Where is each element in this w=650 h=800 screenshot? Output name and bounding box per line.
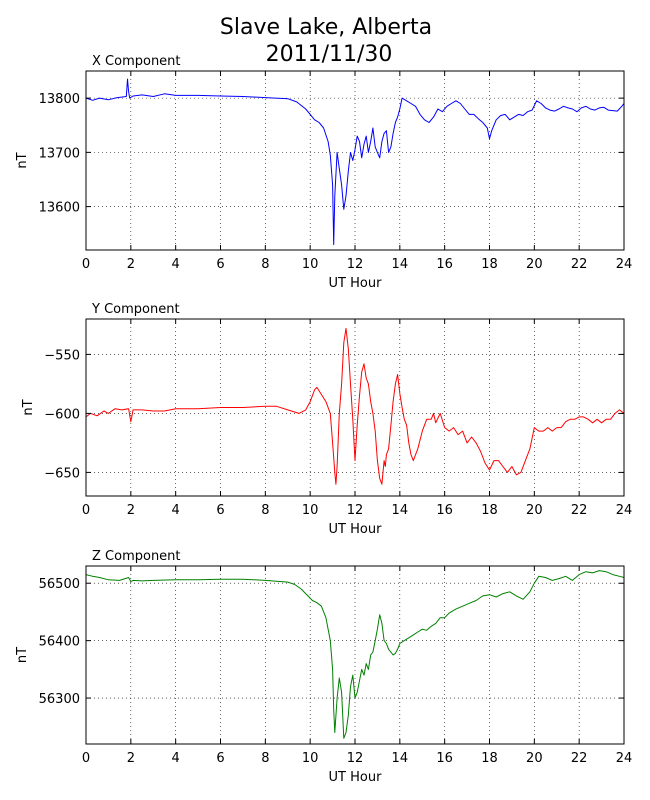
x-tick-label: 22 <box>571 257 588 272</box>
x-tick-label: 22 <box>571 751 588 766</box>
x-tick-label: 6 <box>216 257 224 272</box>
y-tick-label: 13800 <box>39 92 80 107</box>
x-axis-label: UT Hour <box>329 276 383 291</box>
x-tick-label: 0 <box>82 257 90 272</box>
y-tick-label: 56400 <box>39 635 80 650</box>
y-tick-label: −600 <box>44 407 80 422</box>
panel-title: X Component <box>92 54 181 69</box>
y-tick-label: 13700 <box>39 146 80 161</box>
x-tick-label: 18 <box>481 257 498 272</box>
x-tick-label: 2 <box>127 503 135 518</box>
y-tick-label: −650 <box>44 466 80 481</box>
x-tick-label: 20 <box>526 257 543 272</box>
x-tick-label: 14 <box>392 257 409 272</box>
x-component-trace <box>85 78 625 246</box>
panel-title: Z Component <box>92 549 181 564</box>
x-tick-label: 24 <box>616 751 633 766</box>
y-tick-label: 56300 <box>39 692 80 707</box>
panel-title: Y Component <box>91 302 180 317</box>
x-tick-label: 12 <box>347 257 364 272</box>
x-tick-label: 14 <box>392 751 409 766</box>
x-tick-label: 24 <box>616 257 633 272</box>
figure-title-location: Slave Lake, Alberta <box>220 15 432 40</box>
x-tick-label: 22 <box>571 503 588 518</box>
x-tick-label: 20 <box>526 503 543 518</box>
x-tick-label: 16 <box>436 751 453 766</box>
x-tick-label: 16 <box>436 257 453 272</box>
x-axis-label: UT Hour <box>329 522 383 537</box>
y-component-trace <box>85 327 625 485</box>
x-tick-label: 24 <box>616 503 633 518</box>
x-tick-label: 8 <box>261 257 269 272</box>
y-axis-label: nT <box>21 399 36 415</box>
y-tick-label: 13600 <box>39 201 80 216</box>
x-tick-label: 0 <box>82 503 90 518</box>
x-tick-label: 2 <box>127 751 135 766</box>
y-axis-label: nT <box>15 647 30 663</box>
x-tick-label: 12 <box>347 751 364 766</box>
figure-title-date: 2011/11/30 <box>266 42 393 67</box>
x-tick-label: 4 <box>172 257 180 272</box>
y-axis-label: nT <box>15 152 30 168</box>
x-tick-label: 0 <box>82 751 90 766</box>
x-tick-label: 12 <box>347 503 364 518</box>
x-tick-label: 14 <box>392 503 409 518</box>
y-tick-label: 56500 <box>39 577 80 592</box>
x-tick-label: 10 <box>302 751 319 766</box>
x-axis-label: UT Hour <box>329 770 383 785</box>
x-tick-label: 4 <box>172 751 180 766</box>
x-tick-label: 8 <box>261 751 269 766</box>
x-tick-label: 4 <box>172 503 180 518</box>
x-tick-label: 20 <box>526 751 543 766</box>
x-tick-label: 18 <box>481 503 498 518</box>
x-tick-label: 8 <box>261 503 269 518</box>
x-tick-label: 2 <box>127 257 135 272</box>
x-tick-label: 10 <box>302 503 319 518</box>
x-tick-label: 10 <box>302 257 319 272</box>
z-component-trace <box>85 570 625 739</box>
x-tick-label: 18 <box>481 751 498 766</box>
x-tick-label: 16 <box>436 503 453 518</box>
x-tick-label: 6 <box>216 503 224 518</box>
x-tick-label: 6 <box>216 751 224 766</box>
y-tick-label: −550 <box>44 348 80 363</box>
